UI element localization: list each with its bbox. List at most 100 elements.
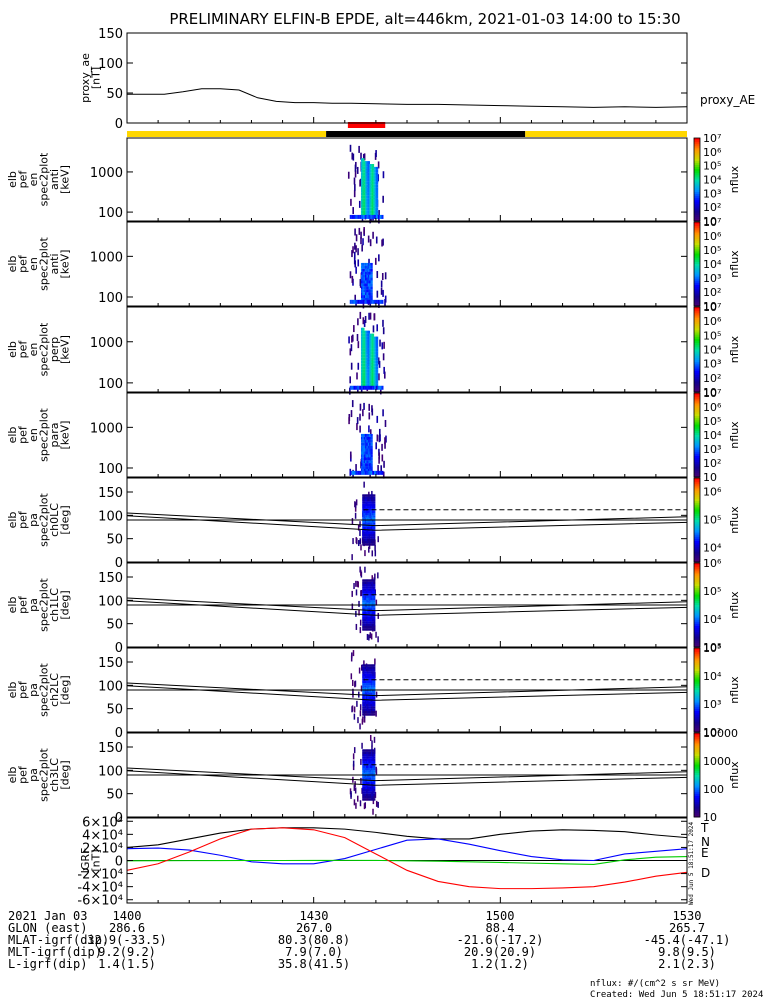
flux-cell: [367, 295, 370, 299]
flux-cell: [370, 192, 373, 196]
colorbar-cell: [694, 460, 700, 463]
flux-pixel: [374, 573, 376, 580]
colorbar-cell: [694, 747, 700, 751]
flux-cell: [362, 796, 365, 799]
flux-cell: [364, 772, 367, 775]
flux-pixel: [354, 512, 357, 519]
flux-cell: [360, 198, 364, 202]
flux-cell: [369, 166, 372, 170]
flux-cell: [376, 342, 379, 346]
flux-cell: [369, 383, 372, 387]
flux-cell: [362, 697, 365, 700]
colorbar-cell: [694, 230, 700, 233]
flux-cell: [367, 380, 370, 384]
colorbar-cell: [694, 727, 700, 731]
flux-cell: [374, 336, 377, 340]
flux-cell: [373, 213, 376, 216]
flux-cell: [363, 360, 366, 364]
flux-cell: [371, 357, 375, 361]
colorbar-cell: [694, 474, 700, 478]
y-axis-label: ch2LC: [48, 673, 61, 707]
colorbar-cell: [694, 609, 700, 612]
flux-cell: [357, 470, 360, 475]
colorbar-cell: [694, 565, 700, 568]
flux-pixel: [351, 250, 353, 258]
flux-cell: [363, 292, 366, 296]
flux-cell: [369, 265, 372, 269]
colorbar-tick-label: 10⁷: [703, 301, 721, 314]
flux-cell: [369, 541, 372, 544]
flux-cell: [369, 786, 372, 789]
colorbar-cell: [694, 494, 700, 498]
flux-cell: [373, 626, 376, 629]
flux-pixel: [381, 443, 383, 451]
flux-pixel: [360, 685, 363, 692]
y-axis-label: elb: [6, 767, 19, 784]
flux-cell: [368, 470, 371, 475]
flux-cell: [362, 616, 365, 619]
flux-pixel: [352, 753, 355, 760]
flux-cell: [368, 602, 371, 605]
loss-cone-line: [126, 767, 688, 782]
flux-cell: [369, 664, 372, 667]
flux-cell: [367, 666, 370, 669]
flux-cell: [366, 178, 369, 182]
flux-cell: [370, 363, 373, 367]
colorbar-frame: [693, 306, 701, 393]
flux-cell: [365, 342, 368, 346]
colorbar-cell: [694, 658, 700, 662]
flux-pixel: [359, 566, 361, 573]
flux-cell: [370, 796, 373, 799]
flux-cell: [367, 201, 370, 205]
flux-cell: [368, 299, 371, 304]
flux-cell: [376, 172, 379, 176]
flux-cell: [373, 515, 376, 518]
flux-cell: [362, 513, 365, 516]
flux-cell: [362, 295, 365, 299]
flux-cell: [357, 299, 360, 304]
colorbar-cell: [694, 768, 700, 772]
flux-cell: [363, 207, 366, 211]
flux-pixel: [384, 295, 387, 303]
colorbar-cell: [694, 185, 700, 189]
flux-cell: [364, 683, 367, 686]
flux-pixel: [377, 636, 379, 643]
flux-cell: [367, 754, 370, 757]
colorbar-cell: [694, 520, 700, 523]
flux-cell: [365, 784, 368, 787]
y-axis-label: [nT]: [90, 849, 103, 871]
flux-cell: [371, 198, 375, 202]
flux-cell: [363, 377, 366, 381]
flux-cell: [365, 345, 368, 349]
flux-cell: [363, 614, 366, 617]
flux-cell: [360, 336, 364, 340]
flux-pixel: [359, 413, 361, 421]
flux-cell: [370, 460, 373, 464]
flux-cell: [364, 770, 367, 773]
flux-cell: [365, 515, 368, 518]
y-tick-label: 1000: [90, 336, 123, 351]
flux-pixel: [360, 237, 362, 245]
colorbar-frame: [693, 221, 701, 307]
colorbar-cell: [694, 621, 700, 625]
flux-cell: [369, 763, 372, 766]
colorbar-cell: [694, 249, 700, 252]
flux-pixel: [359, 279, 362, 287]
zone-bar-black: [326, 131, 526, 137]
flux-cell: [362, 439, 365, 443]
flux-cell: [363, 494, 366, 497]
flux-cell: [362, 531, 365, 534]
flux-cell: [373, 369, 376, 373]
flux-cell: [369, 501, 372, 504]
colorbar-cell: [694, 626, 700, 629]
colorbar-cell: [694, 758, 700, 761]
flux-cell: [371, 210, 375, 214]
flux-cell: [367, 164, 370, 167]
flux-cell: [373, 499, 376, 502]
flux-cell: [374, 210, 377, 214]
colorbar-cell: [694, 198, 700, 201]
flux-pixel: [363, 803, 366, 810]
colorbar-cell: [694, 251, 700, 254]
flux-cell: [364, 768, 367, 771]
colorbar-cell: [694, 480, 700, 483]
